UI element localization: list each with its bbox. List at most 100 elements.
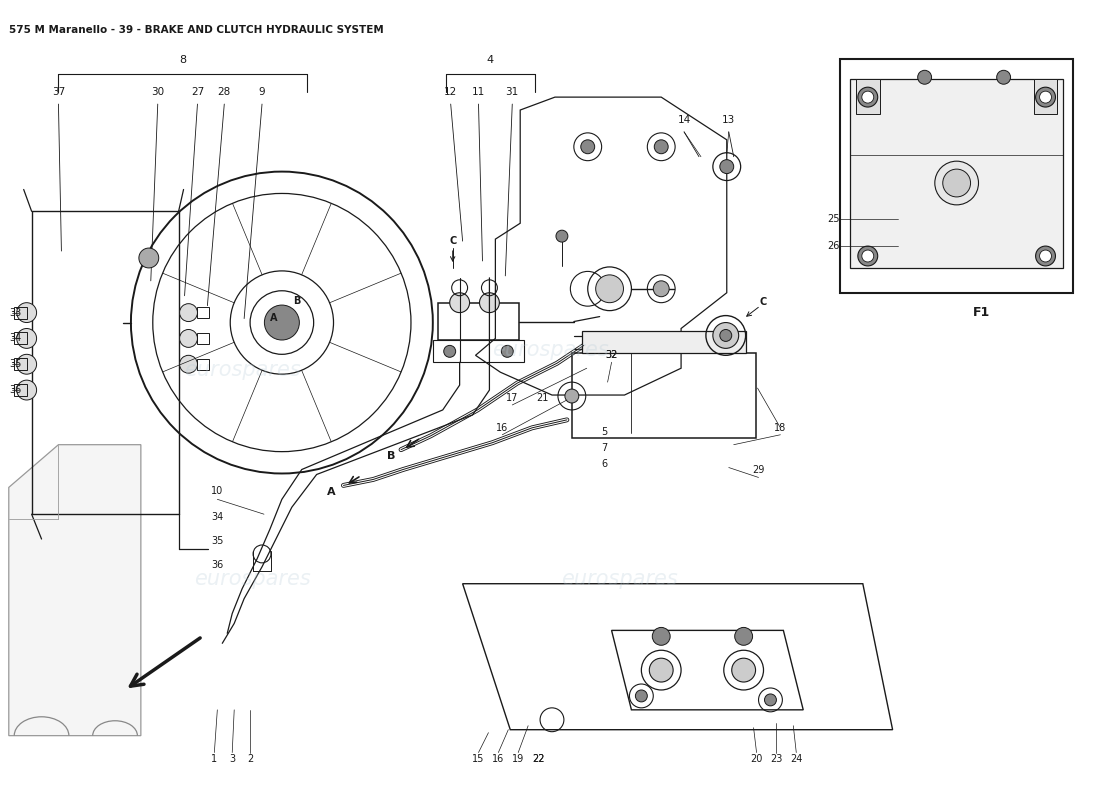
Circle shape	[917, 70, 932, 84]
Text: 5: 5	[602, 426, 607, 437]
Text: F1: F1	[974, 306, 991, 319]
Text: 37: 37	[52, 87, 65, 97]
Text: 17: 17	[506, 393, 518, 403]
Text: 28: 28	[218, 87, 231, 97]
Circle shape	[139, 248, 158, 268]
Circle shape	[719, 160, 734, 174]
Bar	[856, 79, 880, 114]
Bar	[850, 79, 1064, 268]
Bar	[198, 358, 209, 370]
Circle shape	[16, 380, 36, 400]
Text: B: B	[293, 296, 300, 306]
Bar	[432, 341, 525, 362]
Text: 7: 7	[602, 442, 607, 453]
Text: 22: 22	[531, 754, 544, 765]
Text: 33: 33	[10, 308, 22, 318]
Text: 4: 4	[487, 55, 494, 66]
Text: 36: 36	[211, 560, 223, 570]
Circle shape	[861, 91, 873, 103]
Circle shape	[16, 302, 36, 322]
Text: 3: 3	[229, 754, 235, 765]
Circle shape	[935, 161, 979, 205]
Text: 15: 15	[472, 754, 485, 765]
Circle shape	[861, 250, 873, 262]
Circle shape	[653, 281, 669, 297]
Circle shape	[1040, 91, 1052, 103]
Circle shape	[735, 627, 752, 646]
Text: 13: 13	[722, 115, 736, 125]
Circle shape	[16, 354, 36, 374]
Circle shape	[719, 330, 732, 342]
Circle shape	[596, 275, 624, 302]
Bar	[14, 333, 26, 344]
Text: B: B	[387, 450, 395, 461]
Polygon shape	[9, 445, 141, 736]
Circle shape	[1035, 87, 1056, 107]
Circle shape	[764, 694, 777, 706]
Text: 35: 35	[10, 359, 22, 370]
Circle shape	[179, 304, 198, 322]
Circle shape	[654, 140, 668, 154]
Bar	[840, 59, 1074, 293]
Circle shape	[732, 658, 756, 682]
Text: 31: 31	[506, 87, 519, 97]
Text: A: A	[271, 313, 277, 322]
Text: 22: 22	[531, 754, 544, 765]
Text: C: C	[760, 297, 767, 306]
Bar	[572, 354, 756, 438]
Circle shape	[1040, 250, 1052, 262]
Circle shape	[1035, 246, 1056, 266]
Circle shape	[16, 329, 36, 348]
Text: 8: 8	[179, 55, 186, 66]
Text: eurospares: eurospares	[184, 360, 300, 380]
Text: 20: 20	[750, 754, 762, 765]
Circle shape	[443, 346, 455, 358]
Circle shape	[480, 293, 499, 313]
Text: 1: 1	[211, 754, 218, 765]
Text: 16: 16	[492, 754, 505, 765]
Text: A: A	[327, 487, 336, 498]
Text: 21: 21	[536, 393, 548, 403]
Circle shape	[179, 355, 198, 373]
Bar	[198, 333, 209, 344]
Text: 11: 11	[472, 87, 485, 97]
Circle shape	[450, 293, 470, 313]
Text: 6: 6	[602, 458, 607, 469]
Text: 30: 30	[151, 87, 164, 97]
Text: 29: 29	[752, 465, 764, 474]
Text: 32: 32	[605, 350, 618, 360]
Bar	[1034, 79, 1057, 114]
Text: 23: 23	[770, 754, 782, 765]
Text: 32: 32	[605, 350, 618, 360]
Circle shape	[997, 70, 1011, 84]
Text: eurospares: eurospares	[492, 340, 608, 360]
Circle shape	[636, 690, 647, 702]
Circle shape	[713, 322, 739, 348]
Text: 2: 2	[248, 754, 253, 765]
Circle shape	[556, 230, 568, 242]
Text: 19: 19	[513, 754, 525, 765]
Circle shape	[943, 169, 970, 197]
Text: 12: 12	[444, 87, 458, 97]
Text: 34: 34	[10, 334, 22, 343]
Text: 10: 10	[211, 486, 223, 496]
Bar	[198, 307, 209, 318]
Circle shape	[652, 627, 670, 646]
Text: 25: 25	[827, 214, 839, 224]
Circle shape	[179, 330, 198, 347]
Text: 14: 14	[678, 115, 691, 125]
Bar	[14, 384, 26, 396]
Text: 18: 18	[774, 423, 786, 433]
Circle shape	[649, 658, 673, 682]
Circle shape	[858, 246, 878, 266]
Text: 27: 27	[190, 87, 205, 97]
Circle shape	[264, 305, 299, 340]
Text: 24: 24	[790, 754, 803, 765]
Text: eurospares: eurospares	[194, 569, 310, 589]
Text: 575 M Maranello - 39 - BRAKE AND CLUTCH HYDRAULIC SYSTEM: 575 M Maranello - 39 - BRAKE AND CLUTCH …	[9, 25, 384, 34]
Bar	[438, 302, 519, 341]
Text: eurospares: eurospares	[561, 569, 678, 589]
Circle shape	[565, 389, 579, 403]
Bar	[14, 306, 26, 318]
Bar	[14, 358, 26, 370]
